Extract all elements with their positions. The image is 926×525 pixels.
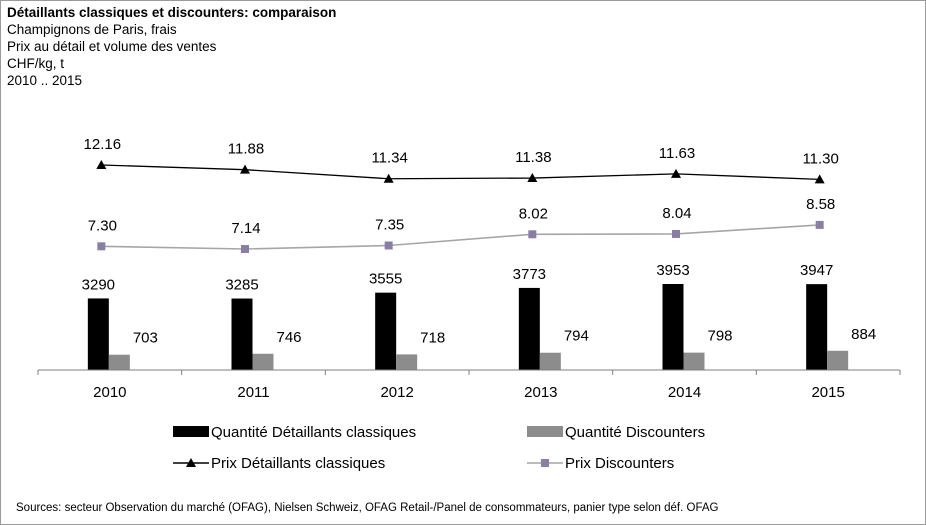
line-prix-classiques bbox=[101, 164, 820, 181]
marker-triangle bbox=[383, 173, 394, 183]
marker-triangle bbox=[527, 173, 538, 183]
price-value-label: 7.14 bbox=[231, 220, 260, 237]
marker-square bbox=[384, 241, 393, 250]
legend-label: Quantité Détaillants classiques bbox=[211, 424, 416, 441]
bar-value-label: 703 bbox=[133, 330, 158, 347]
bar-value-label: 746 bbox=[277, 329, 302, 346]
bar-value-label: 718 bbox=[420, 329, 445, 346]
x-tick-label: 2014 bbox=[668, 384, 701, 401]
marker-triangle bbox=[96, 160, 107, 169]
line-prix-discounters bbox=[101, 224, 820, 250]
price-value-label: 7.35 bbox=[375, 216, 404, 233]
x-tick-label: 2012 bbox=[380, 384, 413, 401]
marker-square bbox=[241, 245, 249, 253]
bar-quantite-discounters bbox=[683, 352, 705, 370]
price-value-label: 8.02 bbox=[519, 205, 548, 222]
bar-value-label: 3285 bbox=[225, 277, 258, 294]
marker-triangle bbox=[240, 164, 250, 174]
marker-triangle bbox=[814, 174, 825, 184]
bar-quantite-classiques bbox=[806, 284, 828, 370]
legend-swatch bbox=[527, 426, 563, 437]
price-value-label: 11.38 bbox=[515, 149, 551, 166]
bar-quantite-classiques bbox=[87, 298, 109, 370]
bar-quantite-classiques bbox=[662, 284, 684, 370]
price-value-label: 11.88 bbox=[228, 141, 264, 158]
chart-title: Détaillants classiques et discounters: c… bbox=[7, 5, 337, 20]
subtitle-product: Champignons de Paris, frais bbox=[7, 22, 177, 37]
legend-marker-square bbox=[541, 459, 549, 467]
x-tick-label: 2013 bbox=[524, 384, 557, 401]
legend-swatch bbox=[173, 426, 209, 437]
price-value-label: 8.04 bbox=[662, 205, 691, 222]
marker-triangle bbox=[671, 168, 681, 178]
bar-value-label: 3290 bbox=[82, 276, 115, 293]
bar-value-label: 3555 bbox=[369, 271, 402, 288]
marker-square bbox=[672, 229, 680, 238]
x-tick-label: 2011 bbox=[237, 384, 269, 401]
price-value-label: 11.34 bbox=[371, 150, 407, 167]
bar-quantite-classiques bbox=[518, 287, 540, 370]
bar-value-label: 798 bbox=[708, 328, 733, 345]
price-value-label: 8.58 bbox=[806, 196, 835, 213]
x-tick-label: 2015 bbox=[811, 384, 844, 401]
marker-square bbox=[815, 220, 824, 229]
bar-quantite-classiques bbox=[231, 298, 253, 370]
price-value-label: 12.16 bbox=[84, 136, 122, 153]
legend-label: Prix Discounters bbox=[565, 455, 674, 472]
subtitle-units: CHF/kg, t bbox=[7, 56, 65, 71]
subtitle-period: 2010 .. 2015 bbox=[7, 73, 83, 88]
chart-svg: 3290 3285 3555 3773 3953 3947 703 746 718 794 798 8… bbox=[37, 136, 901, 472]
bar-quantite-discounters bbox=[108, 354, 130, 370]
legend-marker-triangle bbox=[186, 458, 196, 467]
bar-value-label: 794 bbox=[564, 328, 589, 345]
subtitle-description: Prix au détail et volume des ventes bbox=[7, 39, 217, 54]
bar-quantite-discounters bbox=[252, 353, 274, 370]
legend-label: Prix Détaillants classiques bbox=[211, 455, 385, 472]
x-tick-label: 2010 bbox=[93, 384, 126, 401]
bar-quantite-discounters bbox=[827, 350, 849, 370]
price-value-label: 11.30 bbox=[802, 150, 838, 167]
bar-value-label: 884 bbox=[851, 326, 876, 343]
price-value-label: 11.63 bbox=[659, 145, 695, 162]
bar-quantite-classiques bbox=[375, 292, 397, 370]
bar-value-label: 3953 bbox=[656, 262, 689, 279]
marker-square bbox=[97, 242, 106, 251]
bar-value-label: 3773 bbox=[513, 266, 546, 283]
bar-value-label: 3947 bbox=[800, 262, 833, 279]
marker-square bbox=[528, 230, 537, 239]
bar-quantite-discounters bbox=[539, 352, 561, 370]
bar-quantite-discounters bbox=[396, 354, 418, 370]
legend-label: Quantité Discounters bbox=[565, 424, 705, 441]
price-value-label: 7.30 bbox=[88, 217, 117, 234]
source-note: Sources: secteur Observation du marché (… bbox=[16, 502, 719, 514]
